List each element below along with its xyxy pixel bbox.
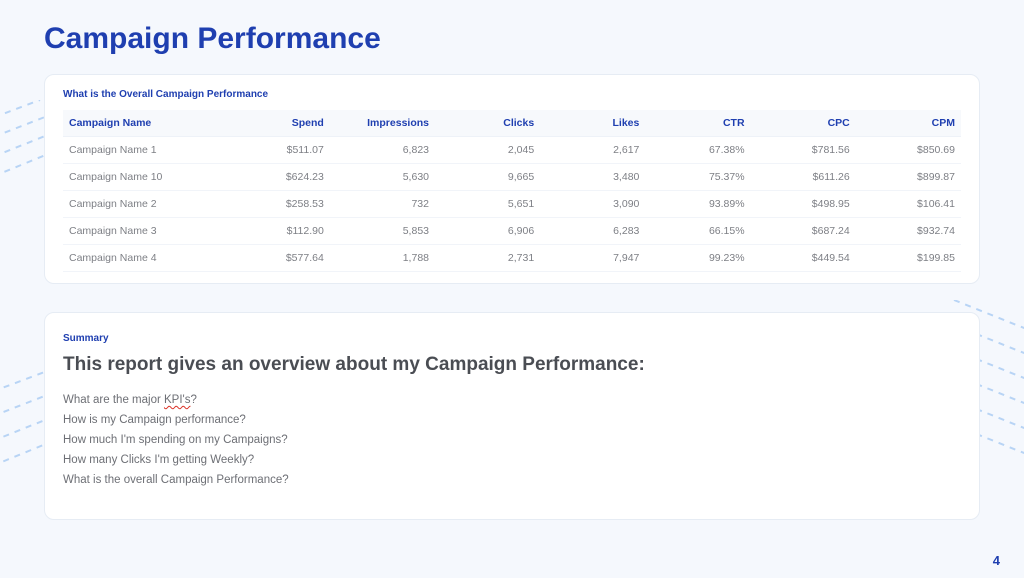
col-header: CPM <box>856 110 961 137</box>
table-row: Campaign Name 2$258.537325,6513,09093.89… <box>63 191 961 218</box>
summary-line: What is the overall Campaign Performance… <box>63 474 961 486</box>
table-cell: Campaign Name 2 <box>63 191 225 218</box>
table-cell: Campaign Name 3 <box>63 218 225 245</box>
table-cell: 3,090 <box>540 191 645 218</box>
table-cell: $577.64 <box>225 245 330 272</box>
table-cell: 1,788 <box>330 245 435 272</box>
table-cell: Campaign Name 1 <box>63 137 225 164</box>
summary-line: How many Clicks I'm getting Weekly? <box>63 454 961 466</box>
table-cell: 3,480 <box>540 164 645 191</box>
table-cell: $850.69 <box>856 137 961 164</box>
col-header: Campaign Name <box>63 110 225 137</box>
table-cell: 99.23% <box>645 245 750 272</box>
summary-line: How much I'm spending on my Campaigns? <box>63 434 961 446</box>
table-cell: Campaign Name 4 <box>63 245 225 272</box>
summary-section-label: Summary <box>63 333 961 344</box>
table-cell: $899.87 <box>856 164 961 191</box>
table-cell: 2,731 <box>435 245 540 272</box>
col-header: Spend <box>225 110 330 137</box>
table-row: Campaign Name 4$577.641,7882,7317,94799.… <box>63 245 961 272</box>
summary-line: How is my Campaign performance? <box>63 414 961 426</box>
table-row: Campaign Name 3$112.905,8536,9066,28366.… <box>63 218 961 245</box>
table-cell: 93.89% <box>645 191 750 218</box>
kpi-word: KPI's <box>164 394 190 406</box>
page-title: Campaign Performance <box>44 22 381 56</box>
table-row: Campaign Name 10$624.235,6309,6653,48075… <box>63 164 961 191</box>
table-cell: $511.07 <box>225 137 330 164</box>
table-cell: $498.95 <box>751 191 856 218</box>
col-header: CTR <box>645 110 750 137</box>
summary-card: Summary This report gives an overview ab… <box>44 312 980 520</box>
col-header: Likes <box>540 110 645 137</box>
page-number: 4 <box>993 553 1000 568</box>
table-cell: 6,906 <box>435 218 540 245</box>
table-cell: 5,853 <box>330 218 435 245</box>
table-cell: 2,617 <box>540 137 645 164</box>
table-cell: 732 <box>330 191 435 218</box>
table-cell: 5,630 <box>330 164 435 191</box>
table-cell: $611.26 <box>751 164 856 191</box>
table-cell: 6,283 <box>540 218 645 245</box>
table-cell: $624.23 <box>225 164 330 191</box>
table-cell: 2,045 <box>435 137 540 164</box>
table-cell: $687.24 <box>751 218 856 245</box>
table-cell: Campaign Name 10 <box>63 164 225 191</box>
table-cell: $449.54 <box>751 245 856 272</box>
table-cell: $199.85 <box>856 245 961 272</box>
col-header: CPC <box>751 110 856 137</box>
table-cell: 9,665 <box>435 164 540 191</box>
table-row: Campaign Name 1$511.076,8232,0452,61767.… <box>63 137 961 164</box>
table-section-label: What is the Overall Campaign Performance <box>63 89 961 100</box>
table-cell: 67.38% <box>645 137 750 164</box>
performance-table-card: What is the Overall Campaign Performance… <box>44 74 980 284</box>
table-cell: 75.37% <box>645 164 750 191</box>
summary-line-kpi: What are the major KPI's? <box>63 394 961 406</box>
table-cell: $258.53 <box>225 191 330 218</box>
col-header: Impressions <box>330 110 435 137</box>
table-cell: 6,823 <box>330 137 435 164</box>
summary-heading: This report gives an overview about my C… <box>63 354 961 376</box>
table-cell: $106.41 <box>856 191 961 218</box>
table-cell: $932.74 <box>856 218 961 245</box>
table-cell: 66.15% <box>645 218 750 245</box>
table-header-row: Campaign Name Spend Impressions Clicks L… <box>63 110 961 137</box>
performance-table: Campaign Name Spend Impressions Clicks L… <box>63 110 961 272</box>
col-header: Clicks <box>435 110 540 137</box>
table-cell: $781.56 <box>751 137 856 164</box>
table-cell: 5,651 <box>435 191 540 218</box>
table-cell: 7,947 <box>540 245 645 272</box>
table-cell: $112.90 <box>225 218 330 245</box>
